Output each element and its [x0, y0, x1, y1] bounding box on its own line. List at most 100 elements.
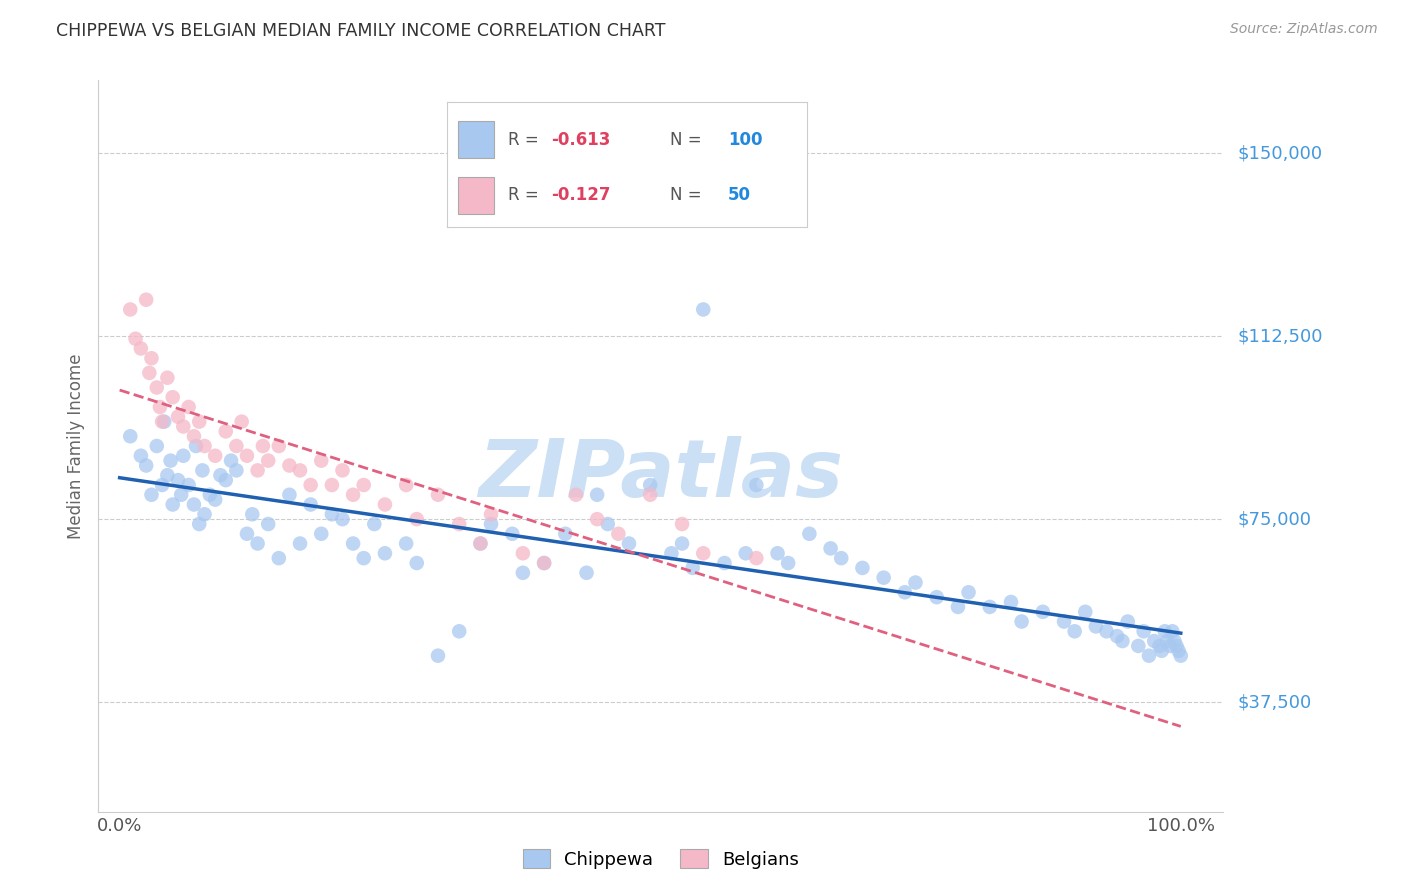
Text: Source: ZipAtlas.com: Source: ZipAtlas.com: [1230, 22, 1378, 37]
Point: [820, 541, 842, 556]
Point: [470, 536, 492, 550]
Point: [470, 536, 492, 550]
Point: [215, 425, 238, 439]
Point: [1053, 615, 1076, 629]
Point: [240, 508, 263, 522]
Y-axis label: Median Family Income: Median Family Income: [67, 353, 86, 539]
Point: [979, 599, 1001, 614]
Point: [1111, 634, 1133, 648]
Point: [692, 546, 714, 560]
Point: [363, 516, 385, 531]
Point: [135, 458, 157, 473]
Point: [766, 546, 789, 560]
Point: [713, 556, 735, 570]
Point: [257, 516, 280, 531]
Point: [1116, 615, 1139, 629]
Point: [156, 468, 179, 483]
Point: [246, 463, 269, 477]
Point: [225, 463, 247, 477]
Point: [1107, 629, 1129, 643]
Point: [946, 599, 969, 614]
Point: [246, 536, 269, 550]
Point: [1166, 639, 1188, 653]
Point: [309, 526, 332, 541]
Point: [342, 488, 364, 502]
Point: [638, 488, 661, 502]
Legend: Chippewa, Belgians: Chippewa, Belgians: [516, 842, 806, 876]
Point: [332, 512, 354, 526]
Point: [745, 478, 768, 492]
Point: [1156, 634, 1178, 648]
Point: [1163, 634, 1185, 648]
Point: [904, 575, 927, 590]
Point: [299, 478, 322, 492]
Text: $112,500: $112,500: [1237, 327, 1323, 345]
Point: [159, 453, 181, 467]
Point: [1149, 639, 1171, 653]
Point: [1084, 619, 1107, 633]
Point: [501, 526, 523, 541]
Point: [252, 439, 274, 453]
Point: [278, 458, 301, 473]
Point: [799, 526, 821, 541]
Point: [231, 415, 253, 429]
Point: [479, 508, 502, 522]
Point: [267, 551, 290, 566]
Point: [671, 536, 693, 550]
Point: [353, 478, 375, 492]
Point: [533, 556, 555, 570]
Point: [170, 488, 193, 502]
Point: [204, 492, 226, 507]
Point: [374, 546, 396, 560]
Point: [1161, 624, 1184, 639]
Point: [120, 302, 142, 317]
Point: [183, 498, 205, 512]
Point: [872, 571, 894, 585]
Point: [146, 439, 169, 453]
Point: [1011, 615, 1033, 629]
Point: [191, 463, 214, 477]
Point: [374, 498, 396, 512]
Point: [607, 526, 630, 541]
Point: [353, 551, 375, 566]
Point: [299, 498, 322, 512]
Point: [225, 439, 247, 453]
Point: [449, 516, 471, 531]
Point: [427, 488, 450, 502]
Point: [309, 453, 332, 467]
Point: [1063, 624, 1085, 639]
Point: [172, 449, 194, 463]
Point: [1150, 644, 1173, 658]
Point: [1143, 634, 1166, 648]
Point: [124, 332, 146, 346]
Point: [204, 449, 226, 463]
Point: [198, 488, 221, 502]
Point: [1159, 639, 1181, 653]
Point: [1000, 595, 1022, 609]
Point: [278, 488, 301, 502]
Point: [586, 488, 609, 502]
Point: [427, 648, 450, 663]
Point: [596, 516, 619, 531]
Point: [617, 536, 640, 550]
Point: [405, 556, 427, 570]
Point: [1153, 624, 1175, 639]
Point: [183, 429, 205, 443]
Point: [894, 585, 917, 599]
Point: [565, 488, 588, 502]
Point: [734, 546, 756, 560]
Point: [321, 508, 343, 522]
Point: [830, 551, 852, 566]
Point: [149, 400, 172, 414]
Point: [745, 551, 768, 566]
Point: [188, 415, 211, 429]
Point: [449, 624, 471, 639]
Point: [267, 439, 290, 453]
Point: [332, 463, 354, 477]
Point: [215, 473, 238, 487]
Point: [405, 512, 427, 526]
Point: [129, 449, 152, 463]
Point: [1095, 624, 1118, 639]
Point: [150, 478, 173, 492]
Point: [288, 463, 311, 477]
